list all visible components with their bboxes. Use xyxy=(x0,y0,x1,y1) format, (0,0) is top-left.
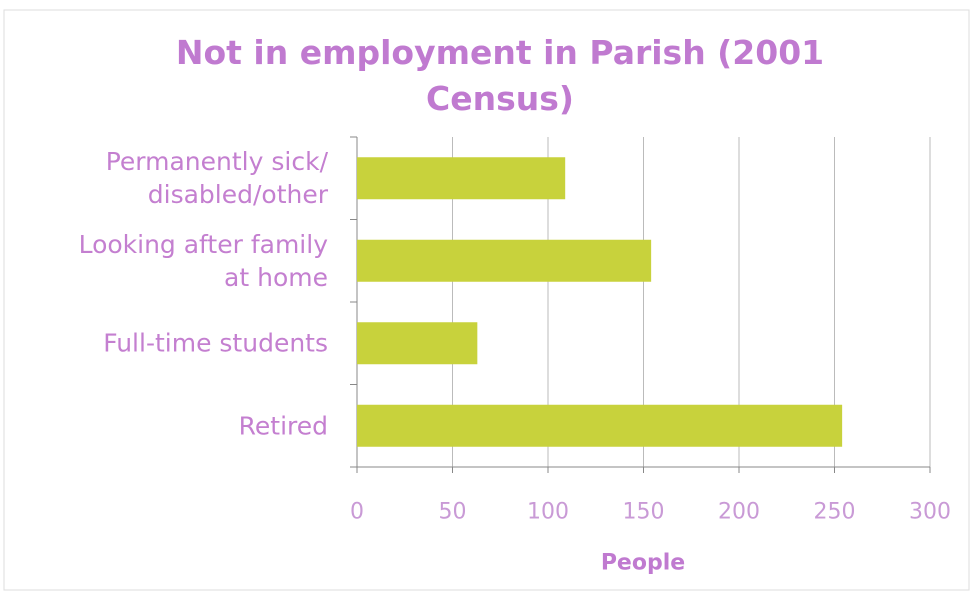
y-tick-label: Retired xyxy=(238,411,328,441)
x-tick-label: 0 xyxy=(350,499,364,525)
bar xyxy=(357,157,566,200)
x-axis-label: People xyxy=(600,550,686,576)
frame xyxy=(3,9,970,591)
y-tick-label: Full-time students xyxy=(103,328,328,358)
bar xyxy=(357,322,478,365)
x-tick-label: 100 xyxy=(527,499,569,525)
x-tick-label: 200 xyxy=(718,499,760,525)
chart-title: Not in employment in Parish (2001 Census… xyxy=(175,33,825,118)
bar xyxy=(357,404,843,447)
bar xyxy=(357,239,652,282)
x-tick-label: 250 xyxy=(813,499,856,525)
x-tick-label: 50 xyxy=(438,499,467,525)
y-tick-label: Looking after family at home xyxy=(78,229,328,292)
y-tick-label: Permanently sick/ disabled/other xyxy=(105,147,328,210)
x-tick-label: 150 xyxy=(622,499,665,525)
x-tick-label: 300 xyxy=(909,499,951,525)
